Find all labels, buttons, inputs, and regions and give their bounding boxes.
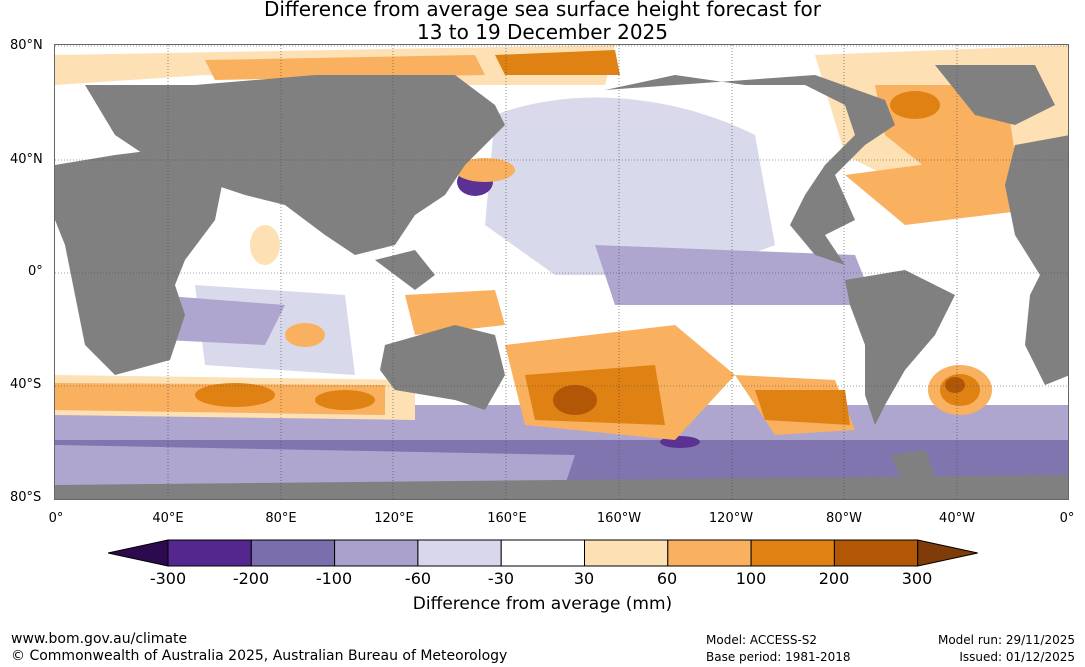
lat-label-80s: 80°S (10, 490, 42, 505)
lon-label-160w: 160°W (596, 511, 642, 526)
lon-label-160e: 160°E (487, 511, 527, 526)
map-title-line2: 13 to 19 December 2025 (416, 20, 668, 44)
colorbar-segment (334, 539, 419, 567)
colorbar-segment (750, 539, 835, 567)
lat-label-80n: 80°N (10, 38, 43, 53)
colorbar-segment (250, 539, 336, 567)
lon-label-40w: 40°W (939, 511, 975, 526)
footer-issued: Issued: 01/12/2025 (959, 650, 1075, 664)
footer-model: Model: ACCESS-S2 (706, 633, 818, 647)
lat-label-40n: 40°N (10, 152, 43, 167)
graticule (55, 45, 1068, 499)
colorbar-label-100: 100 (735, 569, 767, 588)
colorbar-label-minus100: -100 (315, 569, 353, 588)
colorbar-title: Difference from average (mm) (412, 594, 673, 614)
colorbar-segment (584, 539, 669, 567)
lon-label-0-left: 0° (48, 511, 64, 526)
colorbar-arrow-high (917, 539, 978, 567)
lon-label-120e: 120°E (374, 511, 414, 526)
colorbar-segment (667, 539, 752, 567)
colorbar (108, 539, 978, 567)
lat-label-40s: 40°S (10, 377, 42, 392)
lon-label-0-right: 0° (1059, 511, 1075, 526)
footer-base-period: Base period: 1981-2018 (706, 650, 851, 664)
colorbar-arrow-low (108, 539, 169, 567)
colorbar-label-200: 200 (818, 569, 850, 588)
colorbar-label-minus300: -300 (149, 569, 187, 588)
colorbar-label-minus60: -60 (404, 569, 432, 588)
colorbar-segment (167, 539, 252, 567)
lat-label-equator: 0° (28, 264, 43, 279)
map-title-line1: Difference from average sea surface heig… (263, 0, 822, 21)
footer-url[interactable]: www.bom.gov.au/climate (11, 631, 188, 647)
colorbar-segment (500, 539, 586, 567)
lon-label-120w: 120°W (708, 511, 754, 526)
sea-surface-height-map (54, 44, 1069, 500)
land-layer (55, 65, 1068, 499)
colorbar-label-30: 30 (573, 569, 595, 588)
footer-model-run: Model run: 29/11/2025 (937, 633, 1075, 647)
colorbar-segment (833, 539, 919, 567)
colorbar-label-minus200: -200 (232, 569, 270, 588)
footer-copyright: © Commonwealth of Australia 2025, Austra… (11, 648, 508, 664)
lon-label-80w: 80°W (826, 511, 862, 526)
lon-label-40e: 40°E (152, 511, 184, 526)
positive-anomaly-layer (55, 45, 1068, 440)
colorbar-segment (417, 539, 502, 567)
lon-label-80e: 80°E (265, 511, 297, 526)
colorbar-label-minus30: -30 (487, 569, 515, 588)
colorbar-label-300: 300 (901, 569, 933, 588)
colorbar-label-60: 60 (656, 569, 678, 588)
map-canvas (55, 45, 1068, 499)
